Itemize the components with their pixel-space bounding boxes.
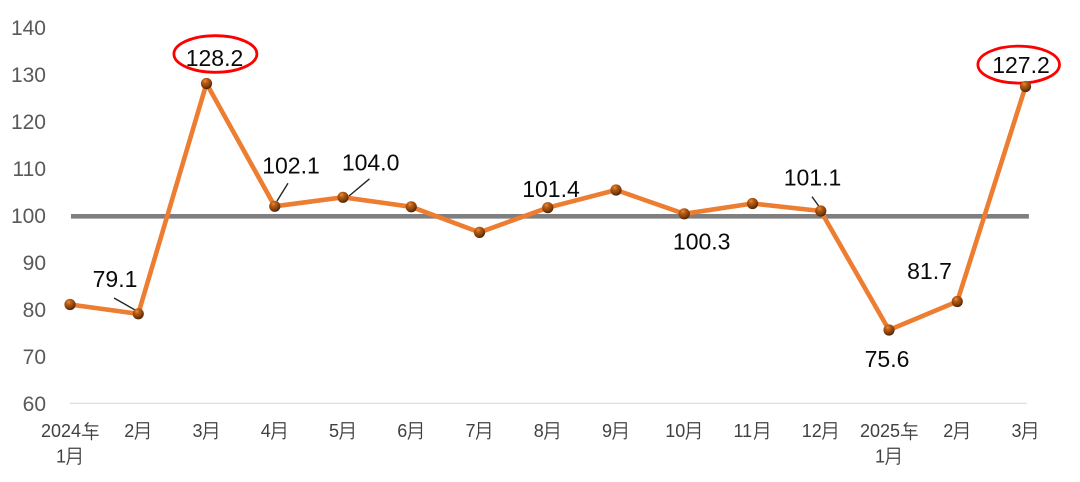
svg-text:101.1: 101.1 xyxy=(784,165,842,191)
svg-text:3: 3 xyxy=(193,421,203,441)
svg-text:128.2: 128.2 xyxy=(186,45,244,71)
svg-text:4: 4 xyxy=(261,421,271,441)
svg-text:127.2: 127.2 xyxy=(992,52,1050,78)
svg-text:101.4: 101.4 xyxy=(522,176,580,202)
svg-text:6: 6 xyxy=(397,421,407,441)
svg-text:100.3: 100.3 xyxy=(673,229,731,255)
svg-text:104.0: 104.0 xyxy=(342,150,400,176)
svg-text:80: 80 xyxy=(23,299,46,322)
svg-text:7: 7 xyxy=(466,421,476,441)
svg-text:9: 9 xyxy=(602,421,612,441)
svg-text:102.1: 102.1 xyxy=(262,152,320,178)
svg-text:100: 100 xyxy=(11,205,46,228)
svg-text:3: 3 xyxy=(1012,421,1022,441)
svg-text:70: 70 xyxy=(23,346,46,369)
svg-text:75.6: 75.6 xyxy=(865,346,910,372)
svg-text:2: 2 xyxy=(943,421,953,441)
svg-text:5: 5 xyxy=(329,421,339,441)
svg-text:130: 130 xyxy=(11,64,46,87)
svg-text:60: 60 xyxy=(23,393,46,416)
svg-text:1: 1 xyxy=(56,447,66,467)
svg-text:12: 12 xyxy=(802,421,822,441)
svg-text:110: 110 xyxy=(13,158,46,181)
svg-text:140: 140 xyxy=(11,17,46,40)
svg-text:2025: 2025 xyxy=(860,421,900,441)
svg-text:2024: 2024 xyxy=(41,421,81,441)
svg-text:11: 11 xyxy=(734,421,753,441)
svg-text:90: 90 xyxy=(23,252,46,275)
svg-text:2: 2 xyxy=(124,421,134,441)
svg-text:120: 120 xyxy=(11,111,46,134)
svg-text:1: 1 xyxy=(875,447,885,467)
svg-text:8: 8 xyxy=(534,421,544,441)
svg-text:10: 10 xyxy=(665,421,685,441)
svg-text:81.7: 81.7 xyxy=(907,258,952,284)
svg-text:79.1: 79.1 xyxy=(93,266,138,292)
